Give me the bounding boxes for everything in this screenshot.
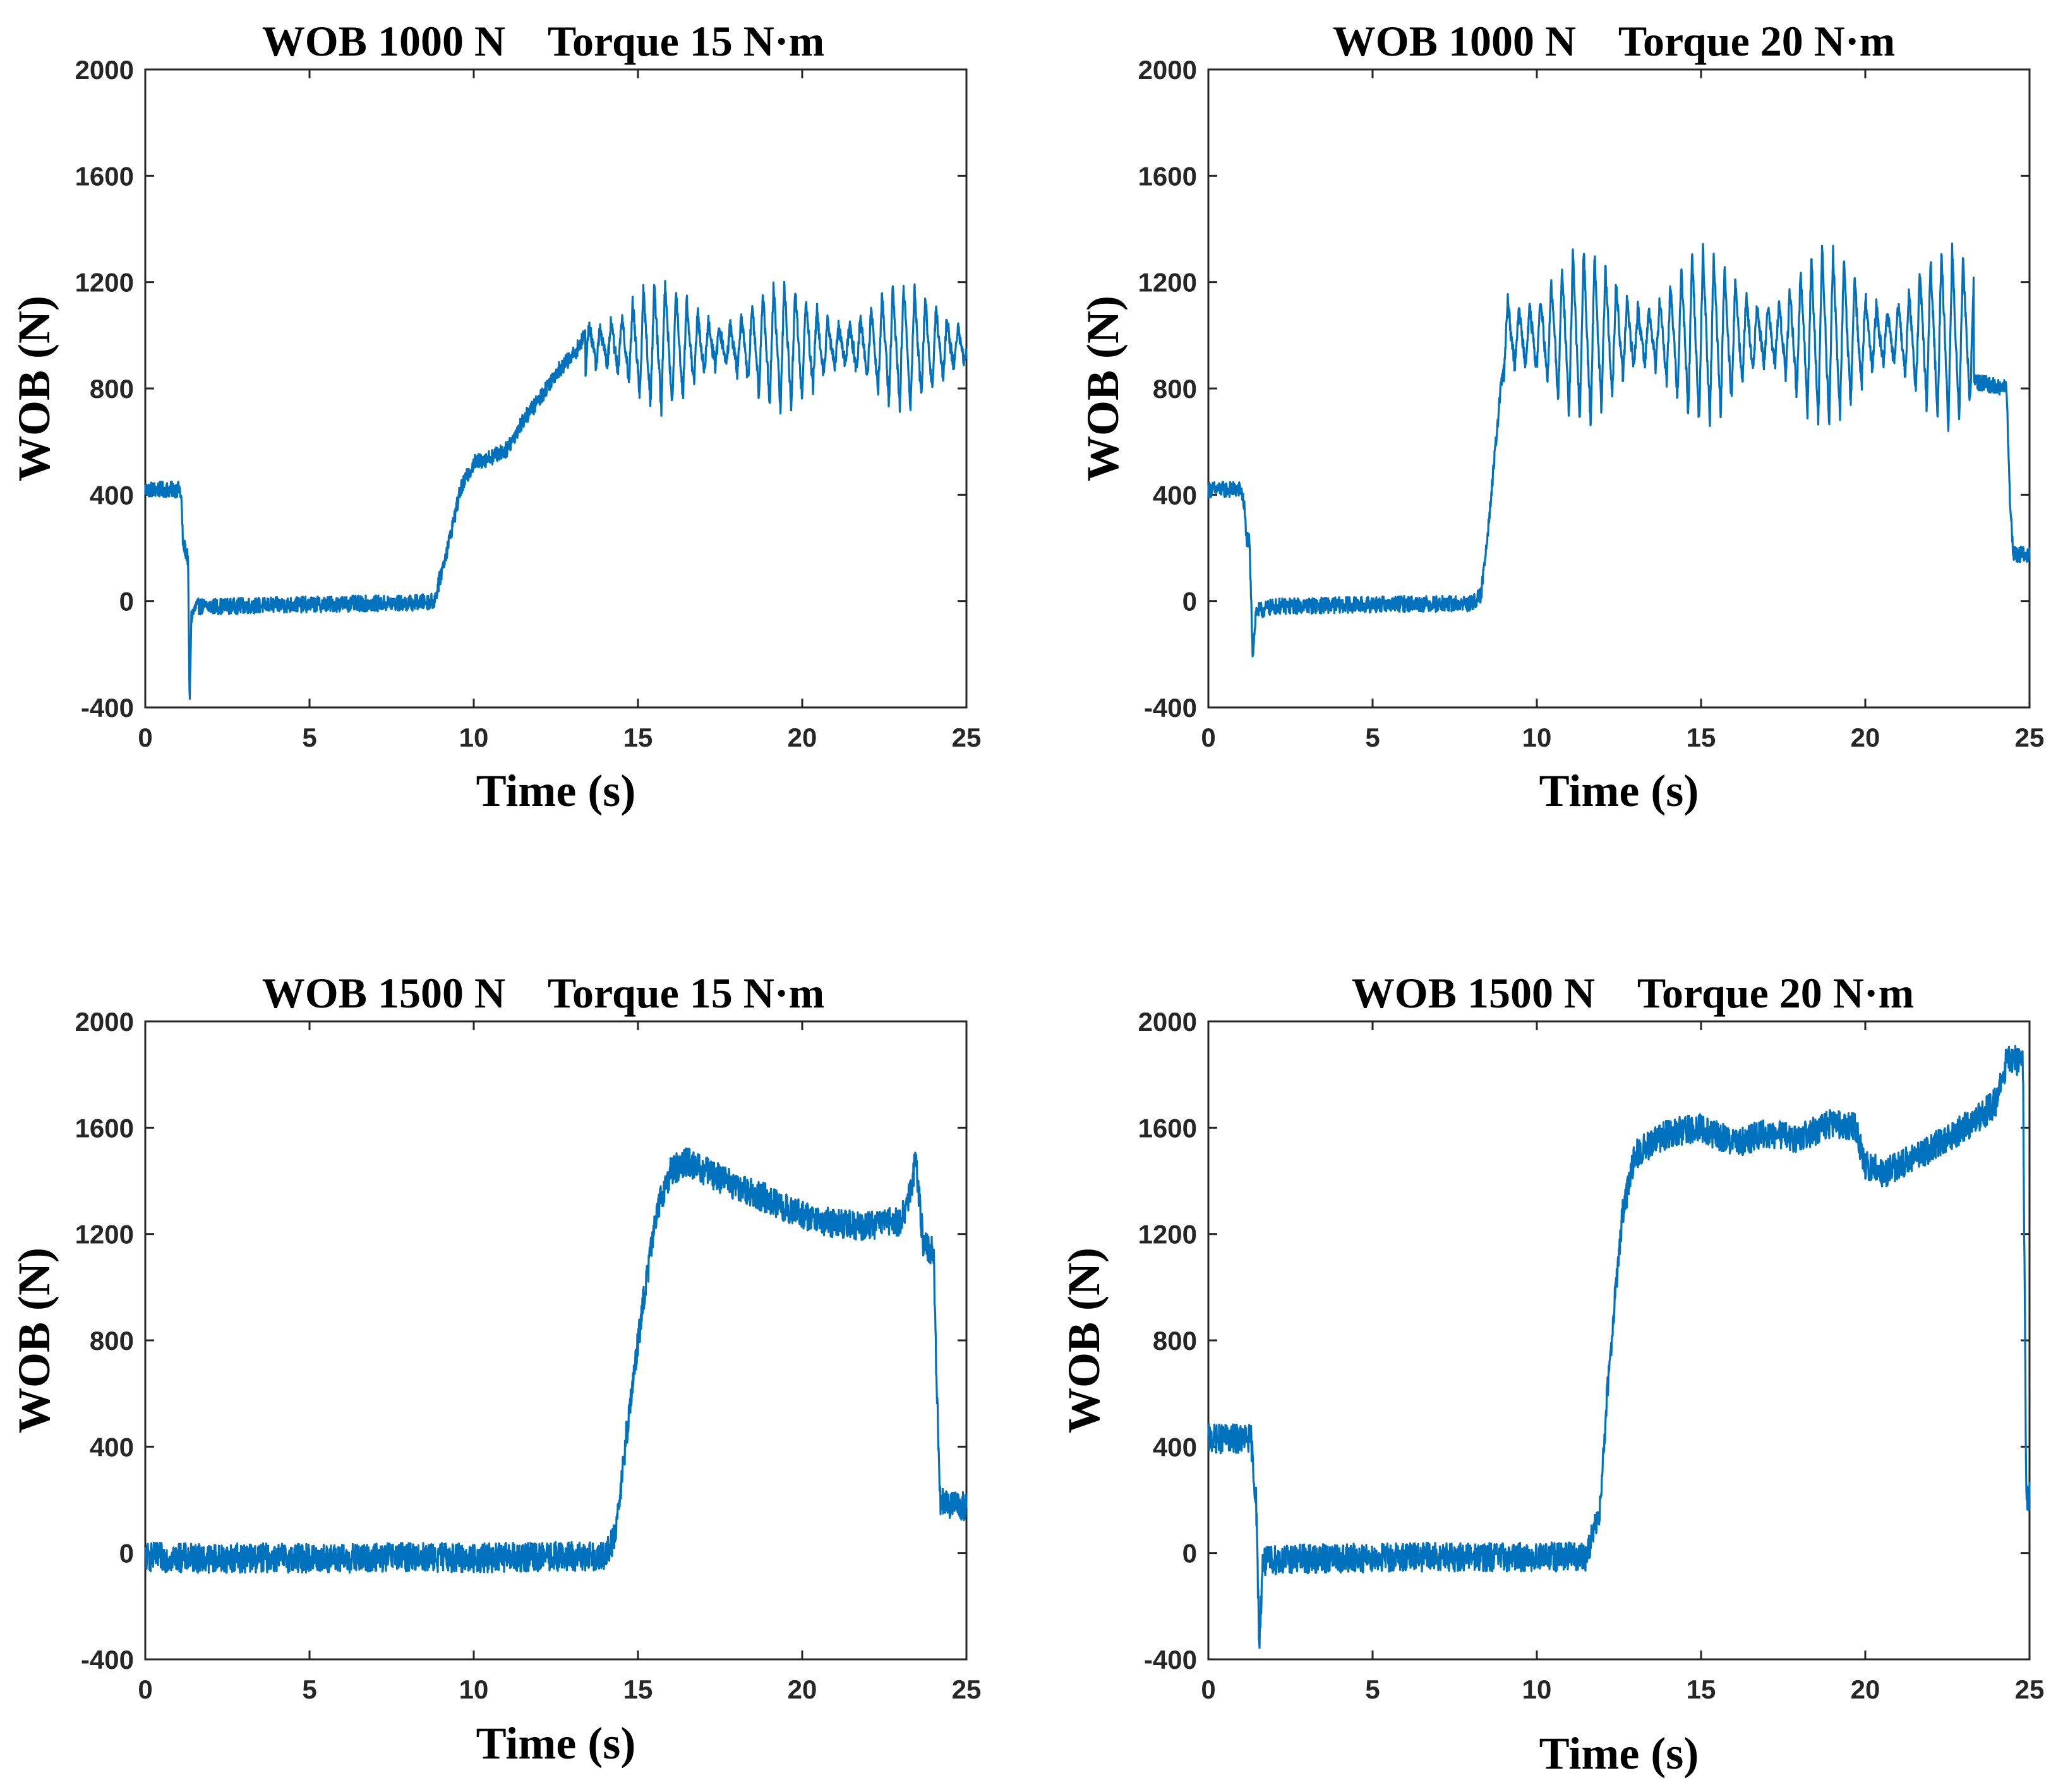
- y-tick-label: 1200: [1138, 268, 1197, 298]
- x-tick-label: 10: [1522, 1675, 1552, 1704]
- series-line-wob: [1207, 243, 2031, 658]
- chart-title: WOB 1000 N Torque 15 N·m: [262, 17, 824, 65]
- x-tick-label: 10: [459, 1675, 489, 1704]
- y-tick-label: -400: [81, 1645, 134, 1675]
- x-tick-label: 20: [1851, 1675, 1880, 1704]
- y-tick-label: 2000: [75, 1007, 134, 1037]
- y-tick-label: 1200: [75, 1220, 134, 1249]
- series-line-wob: [144, 280, 968, 700]
- y-axis-label: WOB (N): [9, 1248, 59, 1433]
- y-tick-label: -400: [1144, 1645, 1197, 1675]
- y-tick-label: 400: [90, 1432, 134, 1462]
- x-tick-label: 20: [1851, 723, 1880, 752]
- plot-area: [1207, 68, 2031, 709]
- x-tick-label: 5: [302, 1675, 316, 1704]
- y-tick-label: 0: [1182, 1539, 1197, 1568]
- y-tick-label: -400: [81, 693, 134, 723]
- x-tick-label: 0: [1201, 723, 1215, 752]
- x-axis-label: Time (s): [1539, 766, 1699, 816]
- y-axis-label: WOB (N): [1078, 296, 1128, 481]
- x-tick-label: 20: [788, 723, 817, 752]
- x-tick-label: 25: [952, 1675, 982, 1704]
- y-tick-label: 0: [1182, 587, 1197, 616]
- y-tick-label: -400: [1144, 693, 1197, 723]
- y-tick-label: 400: [90, 480, 134, 510]
- x-tick-label: 0: [138, 723, 152, 752]
- x-axis-label: Time (s): [476, 766, 636, 816]
- x-tick-label: 10: [1522, 723, 1552, 752]
- y-tick-label: 800: [90, 1326, 134, 1356]
- x-tick-label: 25: [2015, 723, 2045, 752]
- series-line-wob: [1207, 1045, 2031, 1649]
- series-line-wob: [144, 1147, 968, 1574]
- x-tick-label: 25: [2015, 1675, 2045, 1704]
- x-tick-label: 15: [623, 1675, 653, 1704]
- x-axis-label: Time (s): [476, 1718, 636, 1769]
- y-tick-label: 800: [1153, 374, 1197, 404]
- y-tick-label: 2000: [1138, 55, 1197, 85]
- y-tick-label: 400: [1153, 1432, 1197, 1462]
- y-tick-label: 0: [119, 587, 134, 616]
- x-tick-label: 15: [1687, 1675, 1716, 1704]
- x-tick-label: 0: [138, 1675, 152, 1704]
- x-tick-label: 5: [302, 723, 316, 752]
- x-tick-label: 10: [459, 723, 489, 752]
- y-tick-label: 1200: [1138, 1220, 1197, 1249]
- plot-area: [144, 68, 968, 709]
- chart-title: WOB 1500 N Torque 20 N·m: [1352, 969, 1914, 1017]
- y-tick-label: 800: [90, 374, 134, 404]
- x-axis-label: Time (s): [1539, 1728, 1699, 1779]
- y-tick-label: 2000: [75, 55, 134, 85]
- y-tick-label: 800: [1153, 1326, 1197, 1356]
- chart-title: WOB 1500 N Torque 15 N·m: [262, 969, 824, 1017]
- y-tick-label: 400: [1153, 480, 1197, 510]
- y-axis-label: WOB (N): [1059, 1248, 1109, 1433]
- x-tick-label: 5: [1365, 723, 1380, 752]
- y-tick-label: 1600: [75, 161, 134, 191]
- x-tick-label: 20: [788, 1675, 817, 1704]
- x-tick-label: 15: [1687, 723, 1716, 752]
- y-tick-label: 1600: [1138, 1113, 1197, 1143]
- y-axis-label: WOB (N): [9, 296, 59, 481]
- x-tick-label: 25: [952, 723, 982, 752]
- chart-title: WOB 1000 N Torque 20 N·m: [1333, 17, 1895, 65]
- y-tick-label: 2000: [1138, 1007, 1197, 1037]
- y-tick-label: 1600: [75, 1113, 134, 1143]
- y-tick-label: 1200: [75, 268, 134, 298]
- y-tick-label: 1600: [1138, 161, 1197, 191]
- x-tick-label: 0: [1201, 1675, 1215, 1704]
- y-tick-label: 0: [119, 1539, 134, 1568]
- x-tick-label: 15: [623, 723, 653, 752]
- x-tick-label: 5: [1365, 1675, 1380, 1704]
